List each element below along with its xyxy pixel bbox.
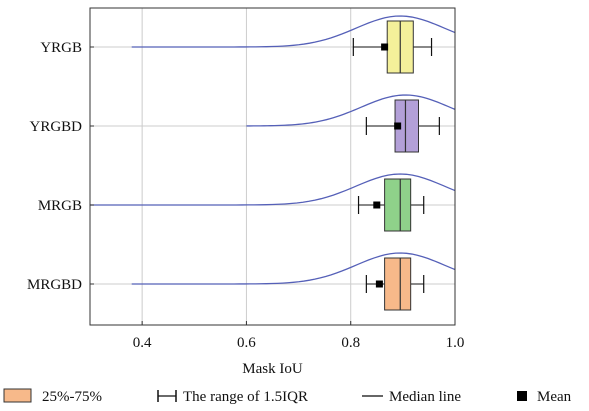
plot-frame xyxy=(89,7,456,326)
category-label: MRGBD xyxy=(27,277,82,293)
box-layer xyxy=(352,20,440,311)
iqr-box xyxy=(384,178,412,232)
legend-mean-marker xyxy=(517,391,527,401)
x-tick-label: 0.8 xyxy=(341,335,360,351)
mean-marker xyxy=(394,122,402,130)
legend-label-whisker: The range of 1.5IQR xyxy=(183,389,308,405)
mean-marker xyxy=(373,201,381,209)
violin-curve xyxy=(131,252,456,285)
x-tick-label: 1.0 xyxy=(446,335,465,351)
x-tick-label: 0.6 xyxy=(237,335,256,351)
x-axis-title: Mask IoU xyxy=(242,361,303,377)
violin-curve xyxy=(246,94,456,127)
iqr-box xyxy=(384,257,412,311)
legend-label-box: 25%-75% xyxy=(42,389,102,405)
x-tick-label: 0.4 xyxy=(133,335,152,351)
legend: 25%-75% The range of 1.5IQR Median line Mea… xyxy=(3,388,572,405)
legend-box-swatch xyxy=(3,388,32,403)
legend-label-median: Median line xyxy=(389,389,461,405)
category-labels: YRGB YRGBD MRGB MRGBD xyxy=(27,40,94,293)
category-label: YRGBD xyxy=(29,119,82,135)
violin-layer xyxy=(90,15,456,285)
x-tick-labels: 0.4 0.6 0.8 1.0 xyxy=(133,321,465,351)
violin-curve xyxy=(131,15,456,48)
violin-curve xyxy=(90,173,456,206)
mean-marker xyxy=(381,43,389,51)
category-label: MRGB xyxy=(38,198,82,214)
category-label: YRGB xyxy=(40,40,82,56)
legend-label-mean: Mean xyxy=(537,389,572,405)
mean-marker xyxy=(375,280,383,288)
